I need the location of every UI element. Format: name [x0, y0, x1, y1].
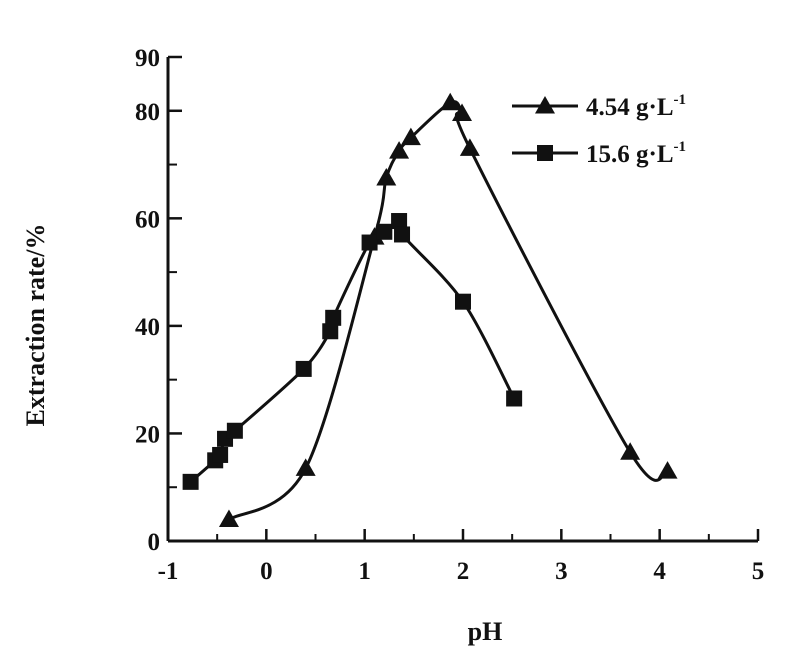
x-tick-label: 0 [260, 558, 273, 585]
data-point [376, 223, 393, 240]
legend-marker [535, 96, 555, 114]
data-point [212, 446, 229, 463]
y-tick-label: 20 [135, 421, 160, 448]
x-tick-label: 5 [752, 558, 765, 585]
legend-text: 4.54 g·L [586, 94, 674, 121]
series-line [228, 100, 669, 521]
series-layer [182, 92, 678, 527]
data-point [455, 293, 471, 310]
y-axis-title: Extraction rate/% [21, 224, 50, 427]
series-line [189, 219, 516, 483]
x-axis-title: pH [468, 617, 503, 646]
legend-text: 15.6 g·L [586, 141, 674, 168]
data-point [394, 226, 411, 243]
series-triangle [218, 92, 678, 527]
legend-superscript: -1 [674, 92, 687, 108]
data-point [506, 390, 523, 407]
legend: 4.54 g·L-115.6 g·L-1 [512, 92, 686, 168]
x-tick-label: 4 [653, 558, 666, 585]
x-tick-label: 3 [555, 558, 568, 585]
data-point [361, 234, 378, 251]
data-point [295, 458, 316, 476]
data-point [391, 213, 408, 230]
data-point [400, 127, 421, 146]
data-point [322, 323, 339, 340]
series-square [182, 213, 523, 490]
x-tick-label: 1 [358, 558, 371, 585]
y-tick-label: 90 [135, 45, 160, 72]
data-point [226, 422, 243, 439]
y-tick-label: 80 [135, 99, 160, 126]
legend-label: 4.54 g·L-1 [586, 92, 686, 121]
data-point [657, 461, 678, 479]
data-point [440, 92, 461, 111]
data-point [325, 309, 342, 326]
data-point [620, 442, 641, 460]
legend-label: 15.6 g·L-1 [586, 139, 686, 168]
data-point [376, 168, 397, 186]
y-tick-label: 40 [135, 314, 160, 341]
y-tick-label: 60 [135, 206, 160, 233]
x-tick-label: 2 [457, 558, 470, 585]
data-point [182, 473, 199, 490]
data-point [389, 141, 410, 159]
legend-superscript: -1 [674, 139, 687, 155]
data-point [218, 509, 239, 527]
x-tick-label: -1 [158, 558, 179, 585]
y-tick-label: 0 [148, 529, 161, 556]
data-point [295, 360, 312, 377]
data-point [459, 138, 480, 156]
data-point [452, 103, 473, 121]
legend-marker [537, 145, 553, 161]
